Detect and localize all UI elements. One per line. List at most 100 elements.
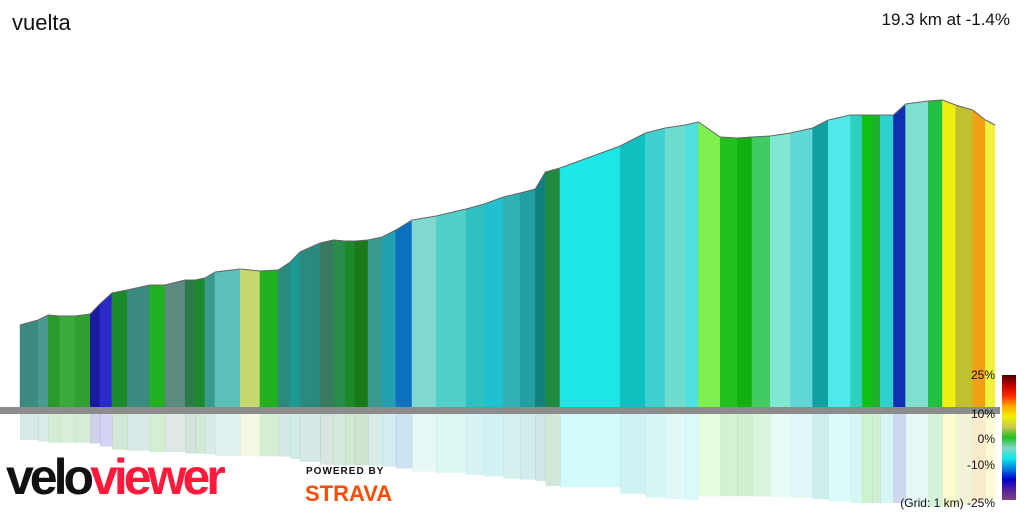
profile-segment <box>893 103 906 413</box>
profile-reflection <box>48 414 61 443</box>
profile-reflection <box>111 414 128 450</box>
profile-outline <box>74 313 91 317</box>
profile-segment <box>619 132 646 413</box>
profile-reflection <box>893 414 907 504</box>
profile-reflection <box>320 414 334 465</box>
profile-outline <box>465 203 485 210</box>
profile-segment <box>126 284 151 413</box>
profile-reflection <box>737 414 753 497</box>
profile-reflection <box>862 414 873 504</box>
profile-outline <box>503 192 521 198</box>
profile-segment <box>381 229 397 413</box>
legend-tick: -10% <box>966 458 995 472</box>
profile-outline <box>19 319 39 326</box>
profile-segment <box>880 114 894 413</box>
profile-segment <box>19 319 39 413</box>
profile-reflection <box>149 414 166 453</box>
profile-reflection <box>382 414 397 467</box>
profile-reflection <box>545 414 561 486</box>
veloviewer-logo[interactable]: veloviewer <box>6 452 226 502</box>
profile-outline <box>126 284 150 291</box>
profile-outline <box>942 99 956 106</box>
profile-segment <box>259 269 279 413</box>
profile-outline <box>559 145 621 169</box>
profile-outline <box>893 103 906 116</box>
profile-reflection <box>880 414 894 504</box>
profile-segment <box>37 314 49 413</box>
profile-reflection <box>872 414 881 504</box>
profile-outline <box>698 121 721 138</box>
powered-by-label: POWERED BY <box>306 466 385 477</box>
profile-segment <box>645 127 666 413</box>
legend-tick: 10% <box>970 407 995 421</box>
profile-reflection <box>127 414 151 451</box>
profile-segment <box>332 239 346 413</box>
profile-outline <box>299 242 321 253</box>
profile-outline <box>354 239 369 242</box>
profile-reflection <box>240 414 261 457</box>
profile-segment <box>195 277 206 413</box>
legend-tick: -25% <box>966 496 995 510</box>
profile-reflection <box>38 414 49 442</box>
profile-outline <box>259 269 279 272</box>
profile-outline <box>520 188 536 194</box>
legend-tick: 0% <box>977 432 995 446</box>
profile-outline <box>484 196 504 205</box>
profile-reflection <box>185 414 196 454</box>
profile-segment <box>367 236 383 413</box>
profile-outline <box>955 104 973 111</box>
profile-reflection <box>905 414 929 507</box>
profile-reflection <box>812 414 829 500</box>
profile-segment <box>719 136 738 413</box>
profile-reflection <box>466 414 485 475</box>
profile-outline <box>534 171 546 190</box>
profile-outline <box>436 208 467 217</box>
profile-reflection <box>345 414 356 466</box>
profile-reflection <box>645 414 666 498</box>
profile-segment <box>204 271 216 413</box>
profile-segment <box>48 314 61 413</box>
profile-segment <box>299 242 321 413</box>
profile-segment <box>411 215 437 413</box>
route-summary: 19.3 km at -1.4% <box>881 10 1010 29</box>
profile-outline <box>277 261 291 271</box>
profile-segment <box>277 261 291 413</box>
profile-segment <box>345 240 356 413</box>
gradient-legend-bar <box>1002 375 1016 500</box>
profile-reflection <box>955 414 974 505</box>
profile-outline <box>685 121 699 126</box>
profile-reflection <box>520 414 536 480</box>
profile-outline <box>770 132 791 137</box>
profile-outline <box>99 292 113 305</box>
profile-reflection <box>259 414 279 457</box>
profile-reflection <box>535 414 546 481</box>
profile-reflection <box>368 414 383 466</box>
profile-outline <box>985 119 996 126</box>
profile-reflection <box>290 414 301 459</box>
profile-reflection <box>204 414 216 455</box>
profile-reflection <box>503 414 521 479</box>
profile-segment <box>905 100 929 413</box>
profile-segment <box>664 124 686 413</box>
profile-reflection <box>215 414 241 456</box>
profile-segment <box>164 279 186 413</box>
profile-outline <box>395 219 413 231</box>
profile-outline <box>619 132 646 147</box>
profile-reflection <box>665 414 686 500</box>
profile-segment <box>519 188 536 413</box>
profile-segment <box>828 114 851 413</box>
profile-segment <box>184 279 196 413</box>
profile-segment <box>871 114 881 413</box>
profile-segment <box>111 289 128 413</box>
route-title: vuelta <box>12 10 71 35</box>
profile-segment <box>928 99 943 413</box>
profile-outline <box>381 229 397 238</box>
profile-segment <box>751 135 771 413</box>
profile-reflection <box>278 414 291 457</box>
strava-logo[interactable]: STRAVA <box>305 481 393 506</box>
profile-outline <box>111 289 128 294</box>
profile-reflection <box>928 414 943 508</box>
profile-outline <box>411 215 437 221</box>
profile-outline <box>204 271 216 279</box>
profile-reflection <box>620 414 646 494</box>
